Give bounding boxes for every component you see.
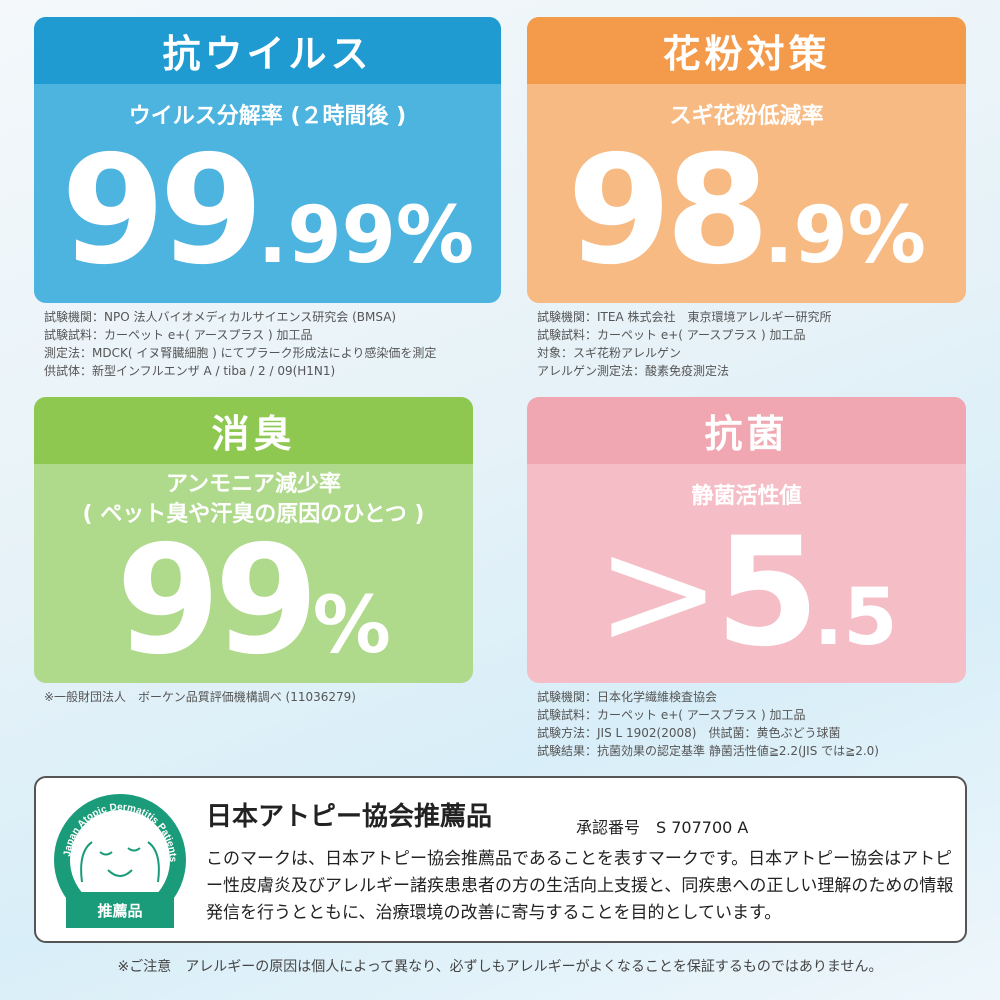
- pollen-subtitle: スギ花粉低減率: [669, 104, 824, 129]
- deodorant-title: 消臭: [34, 397, 473, 464]
- logo-badge-text: 推薦品: [97, 902, 142, 920]
- deodorant-card: 消臭 アンモニア減少率 ( ペット臭や汗臭の原因のひとつ ) 99%: [34, 397, 473, 683]
- value-prefix: >: [595, 506, 722, 680]
- note: 対象：スギ花粉アレルゲン: [537, 346, 682, 360]
- note: 試験機関：NPO 法人バイオメディカルサイエンス研究会 (BMSA): [44, 310, 397, 324]
- value-main: 99: [60, 124, 264, 298]
- antibacterial-title: 抗菌: [527, 397, 966, 464]
- note: 試験機関：日本化学繊維検査協会: [537, 690, 718, 704]
- value-sub: %: [312, 581, 391, 671]
- atopy-association-logo: Japan Atopic Dermatitis Patients Associa…: [52, 792, 186, 928]
- value-sub: .5: [813, 573, 898, 663]
- value-main: 98: [567, 124, 770, 298]
- certification-description: このマークは、日本アトピー協会推薦品であることを表すマークです。日本アトピー協会…: [206, 849, 954, 923]
- note: 試験結果：抗菌効果の認定基準 静菌活性値≧2.2(JIS では≧2.0): [537, 744, 879, 758]
- antibacterial-card: 抗菌 静菌活性値 >5.5: [527, 397, 966, 683]
- value-main: 5: [715, 506, 819, 680]
- antivirus-subtitle: ウイルス分解率 (２時間後 ): [128, 104, 407, 129]
- footnote: ※ご注意 アレルギーの原因は個人によって異なり、必ずしもアレルギーがよくなること…: [117, 959, 883, 975]
- antibacterial-notes: 試験機関：日本化学繊維検査協会 試験試料：カーペット e+( アースプラス ) …: [537, 688, 879, 760]
- note: 試験試料：カーペット e+( アースプラス ) 加工品: [537, 328, 806, 342]
- note: アレルゲン測定法：酸素免疫測定法: [537, 364, 730, 378]
- note: 供試体：新型インフルエンザ A / tiba / 2 / 09(H1N1): [44, 364, 336, 378]
- note: 試験方法：JIS L 1902(2008) 供試菌：黄色ぶどう球菌: [537, 726, 841, 740]
- pollen-title: 花粉対策: [527, 17, 966, 84]
- approval-number: 承認番号 S 707700 A: [576, 818, 749, 837]
- pollen-notes: 試験機関：ITEA 株式会社 東京環境アレルギー研究所 試験試料：カーペット e…: [537, 308, 831, 380]
- deodorant-notes: ※一般財団法人 ボーケン品質評価機構調べ (11036279): [44, 688, 356, 706]
- subtitle-line: アンモニア減少率: [165, 472, 342, 497]
- value-sub: .99%: [257, 191, 475, 281]
- antibacterial-subtitle: 静菌活性値: [691, 484, 802, 509]
- deodorant-value: 99%: [34, 526, 473, 676]
- value-sub: .9%: [763, 191, 926, 281]
- antibacterial-value: >5.5: [527, 518, 966, 668]
- note: 試験試料：カーペット e+( アースプラス ) 加工品: [537, 708, 806, 722]
- note: 測定法：MDCK( イヌ腎臓細胞 ) にてプラーク形成法により感染価を測定: [44, 346, 437, 360]
- value-main: 99: [116, 514, 319, 683]
- note: 試験試料：カーペット e+( アースプラス ) 加工品: [44, 328, 313, 342]
- note: 試験機関：ITEA 株式会社 東京環境アレルギー研究所: [537, 310, 832, 324]
- certification-title: 日本アトピー協会推薦品: [206, 802, 493, 832]
- antivirus-value: 99.99%: [34, 136, 501, 286]
- pollen-value: 98.9%: [527, 136, 966, 286]
- note: ※一般財団法人 ボーケン品質評価機構調べ (11036279): [44, 690, 356, 704]
- deodorant-subtitle: アンモニア減少率 ( ペット臭や汗臭の原因のひとつ ): [34, 470, 473, 530]
- antivirus-card: 抗ウイルス ウイルス分解率 (２時間後 ) 99.99%: [34, 17, 501, 303]
- antivirus-notes: 試験機関：NPO 法人バイオメディカルサイエンス研究会 (BMSA) 試験試料：…: [44, 308, 436, 380]
- certification-box: Japan Atopic Dermatitis Patients Associa…: [34, 776, 967, 943]
- antivirus-title: 抗ウイルス: [34, 17, 501, 84]
- subtitle-line: ( ペット臭や汗臭の原因のひとつ ): [82, 502, 425, 527]
- pollen-card: 花粉対策 スギ花粉低減率 98.9%: [527, 17, 966, 303]
